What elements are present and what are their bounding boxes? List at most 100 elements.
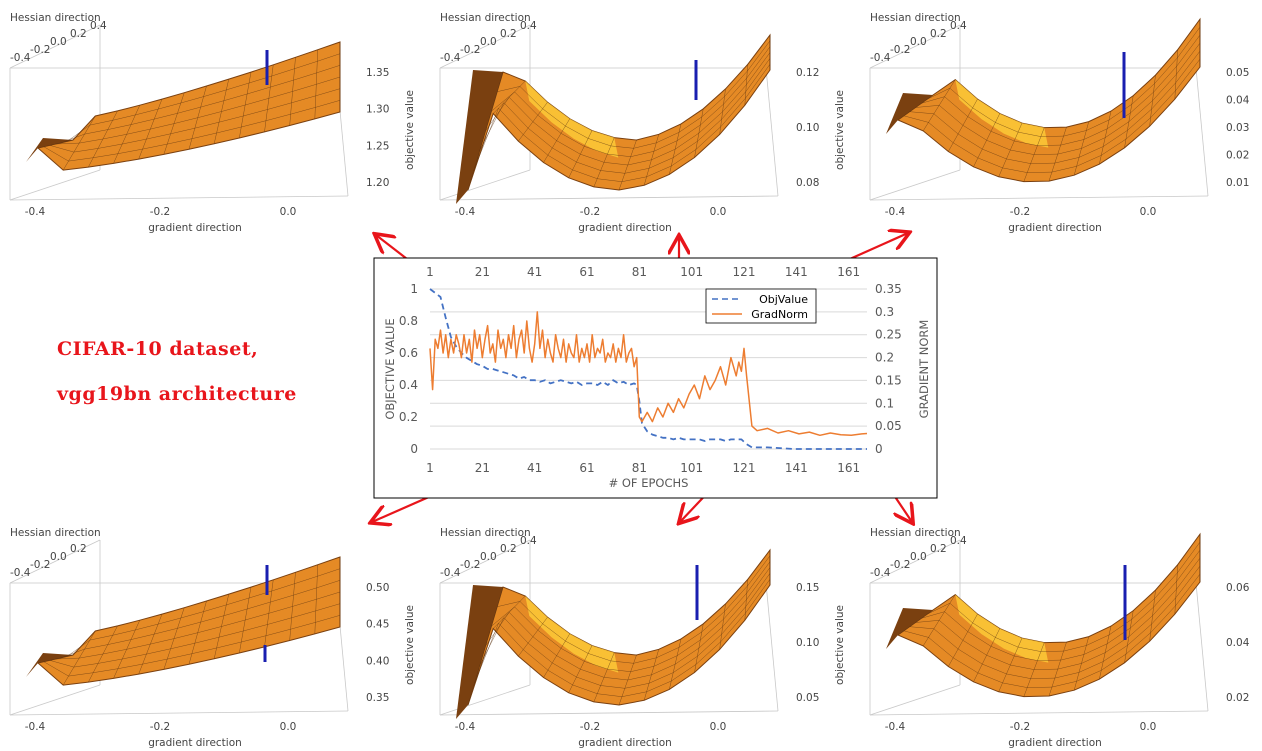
gradient-tick-label: -0.2 xyxy=(580,206,601,218)
axis-box-edge xyxy=(9,195,349,201)
hessian-axis-label: Hessian direction xyxy=(870,12,961,24)
surface-highlight xyxy=(525,81,619,158)
hessian-tick-label: 0.0 xyxy=(910,36,927,48)
hessian-tick-label: -0.2 xyxy=(890,559,911,571)
hessian-tick-label: 0.0 xyxy=(480,551,497,563)
y-tick-label: 0.8 xyxy=(399,314,418,328)
axis-box-edge xyxy=(439,195,779,201)
mesh-line xyxy=(903,58,1201,173)
hessian-tick-label: -0.4 xyxy=(10,567,31,579)
hessian-tick-label: -0.4 xyxy=(440,52,461,64)
surface-plots: Hessian direction-0.4-0.20.00.20.4-0.4 -0… xyxy=(9,12,1250,749)
gradient-tick-label: -0.4 xyxy=(25,721,46,733)
mesh-line xyxy=(921,34,1201,146)
y-tick-label: 0 xyxy=(410,442,418,456)
mesh-line xyxy=(491,561,771,672)
surface-highlight xyxy=(955,79,1049,148)
z-tick-label: 0.02 xyxy=(1226,692,1249,704)
axis-box-edge xyxy=(869,195,1209,201)
surface-panel-6: Hessian direction-0.4-0.20.00.20.4-0.4 -0… xyxy=(869,527,1250,749)
gradient-tick-label: 0.0 xyxy=(280,721,297,733)
hessian-axis-label: Hessian direction xyxy=(440,12,531,24)
x-axis-title: # OF EPOCHS xyxy=(609,476,689,490)
hessian-tick-label: -0.2 xyxy=(30,559,51,571)
z-tick-label: 0.03 xyxy=(1226,122,1249,134)
y-tick-label: 0.2 xyxy=(399,410,418,424)
axis-box-edge xyxy=(869,24,961,69)
gradient-tick-label: -0.2 xyxy=(1010,721,1031,733)
hessian-tick-label: 0.2 xyxy=(500,28,517,40)
mesh-line xyxy=(915,557,1201,670)
x-tick-label: 161 xyxy=(837,461,860,475)
x-top-tick-label: 121 xyxy=(733,265,756,279)
axis-box-edge xyxy=(439,710,779,716)
y2-tick-label: 0 xyxy=(875,442,883,456)
x-tick-label: 61 xyxy=(579,461,594,475)
hessian-tick-label: 0.4 xyxy=(950,20,967,32)
gradient-tick-label: 0.0 xyxy=(1140,721,1157,733)
z-tick-label: 0.08 xyxy=(796,177,819,189)
mesh-line xyxy=(909,50,1201,164)
hessian-axis-label: Hessian direction xyxy=(10,12,101,24)
hessian-tick-label: 0.4 xyxy=(520,20,537,32)
gradient-tick-label: 0.0 xyxy=(710,206,727,218)
surface-highlight xyxy=(955,594,1049,663)
legend-label: GradNorm xyxy=(751,308,808,321)
z-tick-label: 0.12 xyxy=(796,67,819,79)
gradient-axis-label: gradient direction xyxy=(578,737,672,749)
gradient-tick-label: -0.2 xyxy=(580,721,601,733)
hessian-tick-label: -0.4 xyxy=(870,567,891,579)
mesh-line xyxy=(927,541,1201,652)
y-axis-title: OBJECTIVE VALUE xyxy=(383,318,397,419)
y2-axis-title: GRADIENT NORM xyxy=(917,320,931,419)
x-top-tick-label: 61 xyxy=(579,265,594,279)
z-axis-label: objective value xyxy=(404,90,416,170)
surface-mesh xyxy=(896,17,1201,183)
gradient-axis-label: gradient direction xyxy=(1008,737,1102,749)
hessian-tick-label: 0.0 xyxy=(50,551,67,563)
axis-box-edge xyxy=(869,684,961,716)
hessian-tick-label: 0.2 xyxy=(70,28,87,40)
z-tick-label: 1.35 xyxy=(366,67,389,79)
legend-label: ObjValue xyxy=(759,293,808,306)
mesh-line xyxy=(497,555,771,664)
surface-panel-2: Hessian direction-0.4-0.20.00.20.4-0.4 -0… xyxy=(439,12,846,234)
x-tick-label: 21 xyxy=(475,461,490,475)
axis-box-edge xyxy=(765,582,779,712)
axis-box-edge xyxy=(9,24,101,69)
z-tick-label: 0.40 xyxy=(366,655,389,667)
mesh-line xyxy=(909,565,1201,679)
z-tick-label: 0.05 xyxy=(796,692,819,704)
z-tick-label: 0.10 xyxy=(796,122,819,134)
mesh-line xyxy=(43,615,341,677)
mesh-line xyxy=(61,65,341,143)
mesh-line xyxy=(67,568,341,657)
mesh-line xyxy=(49,88,341,153)
x-top-tick-label: 141 xyxy=(785,265,808,279)
x-tick-label: 1 xyxy=(426,461,434,475)
x-top-tick-label: 161 xyxy=(837,265,860,279)
x-top-tick-label: 81 xyxy=(632,265,647,279)
gradient-tick-label: -0.4 xyxy=(25,206,46,218)
y-tick-label: 0.4 xyxy=(399,378,418,392)
mesh-line xyxy=(49,603,341,668)
axis-box-edge xyxy=(439,539,531,584)
gradient-axis-label: gradient direction xyxy=(148,222,242,234)
hessian-axis-label: Hessian direction xyxy=(440,527,531,539)
gradient-tick-label: 0.0 xyxy=(1140,206,1157,218)
z-axis-label: objective value xyxy=(404,605,416,685)
x-top-tick-label: 1 xyxy=(426,265,434,279)
gradient-axis-label: gradient direction xyxy=(148,737,242,749)
z-tick-label: 0.10 xyxy=(796,637,819,649)
mesh-line xyxy=(479,573,771,689)
gradient-axis-label: gradient direction xyxy=(1008,222,1102,234)
gradient-tick-label: -0.4 xyxy=(455,721,476,733)
gradient-tick-label: -0.2 xyxy=(150,721,171,733)
z-tick-label: 0.01 xyxy=(1226,177,1249,189)
hessian-tick-label: 0.4 xyxy=(90,20,107,32)
surface-highlight xyxy=(525,596,619,673)
gradient-tick-label: -0.2 xyxy=(1010,206,1031,218)
hessian-tick-label: -0.2 xyxy=(890,44,911,56)
axis-box-edge xyxy=(9,539,101,584)
